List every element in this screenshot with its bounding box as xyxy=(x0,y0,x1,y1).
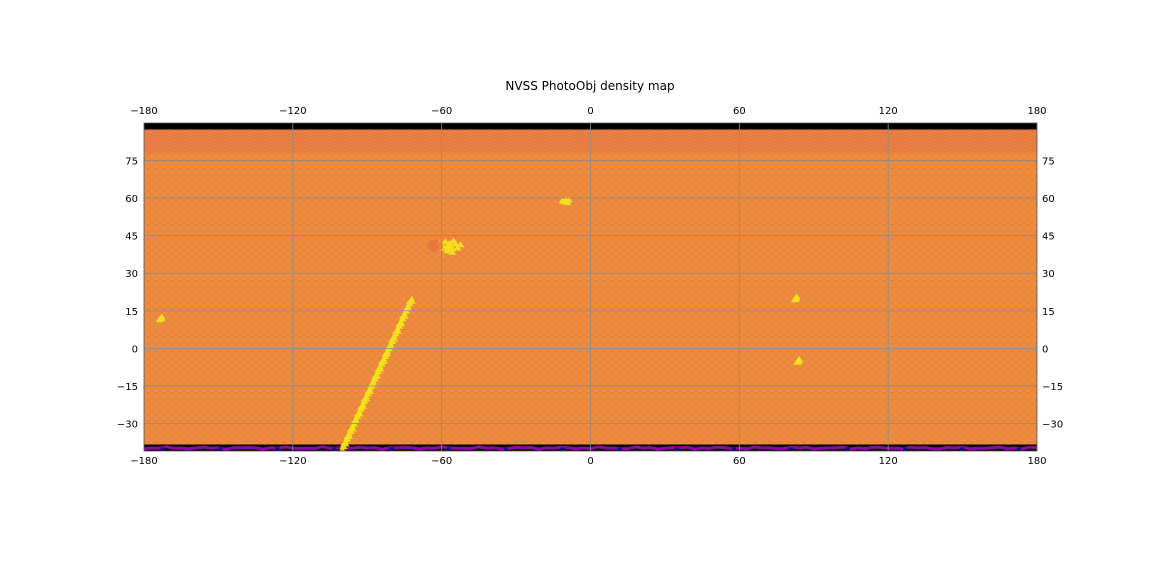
y-tick-label-right: −15 xyxy=(1042,382,1063,393)
y-tick-label-left: 45 xyxy=(125,232,138,243)
x-tick-label-bottom: 120 xyxy=(879,456,898,467)
y-tick-label-right: 0 xyxy=(1042,344,1048,355)
low-density-cell xyxy=(218,447,223,451)
low-density-cell xyxy=(275,447,280,451)
high-density-cell xyxy=(445,239,454,246)
low-density-cell xyxy=(617,447,622,451)
y-tick-label-right: 60 xyxy=(1042,194,1055,205)
low-density-cell xyxy=(560,447,565,451)
high-density-cell xyxy=(441,238,450,245)
x-tick-label-bottom: −60 xyxy=(431,456,452,467)
low-density-cell xyxy=(903,447,908,451)
y-tick-label-left: 0 xyxy=(132,344,138,355)
low-density-cell xyxy=(332,447,337,451)
high-density-cell xyxy=(157,313,166,320)
y-tick-label-left: 60 xyxy=(125,194,138,205)
y-tick-label-right: 30 xyxy=(1042,269,1055,280)
high-density-cell xyxy=(442,243,451,250)
y-tick-label-left: −15 xyxy=(117,382,138,393)
x-tick-label-top: −180 xyxy=(130,106,157,117)
high-density-cell xyxy=(564,196,573,203)
y-tick-label-right: 45 xyxy=(1042,232,1055,243)
x-tick-label-top: 0 xyxy=(587,106,593,117)
high-density-cell xyxy=(448,248,457,255)
low-density-cell xyxy=(845,447,850,451)
low-density-cell xyxy=(161,447,166,451)
x-tick-label-bottom: 180 xyxy=(1027,456,1046,467)
y-tick-label-right: 15 xyxy=(1042,307,1055,318)
x-tick-label-top: 120 xyxy=(879,106,898,117)
x-tick-label-top: 180 xyxy=(1027,106,1046,117)
low-density-cell xyxy=(1017,447,1022,451)
low-density-cell xyxy=(446,447,451,451)
x-tick-label-top: −120 xyxy=(279,106,306,117)
high-density-cell xyxy=(451,240,460,247)
y-tick-label-left: −30 xyxy=(117,419,138,430)
high-density-cell xyxy=(443,247,452,254)
x-tick-label-bottom: −180 xyxy=(130,456,157,467)
high-density-cell xyxy=(453,244,462,251)
low-density-cell xyxy=(503,447,508,451)
high-density-cell xyxy=(558,197,567,204)
y-tick-label-left: 75 xyxy=(125,157,138,168)
low-density-cell xyxy=(960,447,965,451)
y-tick-label-right: 75 xyxy=(1042,157,1055,168)
high-density-cell xyxy=(795,355,804,362)
x-tick-label-bottom: 60 xyxy=(733,456,746,467)
low-density-cell xyxy=(731,447,736,451)
plot-area xyxy=(144,123,1037,451)
x-tick-label-top: −60 xyxy=(431,106,452,117)
x-tick-label-top: 60 xyxy=(733,106,746,117)
high-density-streak-cell xyxy=(408,295,415,302)
low-density-cell xyxy=(389,447,394,451)
plot-frame xyxy=(143,122,1038,452)
y-tick-label-left: 30 xyxy=(125,269,138,280)
high-density-cell xyxy=(792,293,801,300)
y-tick-label-right: −30 xyxy=(1042,419,1063,430)
mid-density-cell xyxy=(427,239,444,252)
chart-title: NVSS PhotoObj density map xyxy=(505,79,674,93)
high-density-cell xyxy=(449,237,458,244)
low-density-cell xyxy=(674,447,679,451)
high-density-cell xyxy=(456,241,465,248)
y-tick-label-left: 15 xyxy=(125,307,138,318)
x-tick-label-bottom: 0 xyxy=(587,456,593,467)
low-density-cell xyxy=(788,447,793,451)
x-tick-label-bottom: −120 xyxy=(279,456,306,467)
